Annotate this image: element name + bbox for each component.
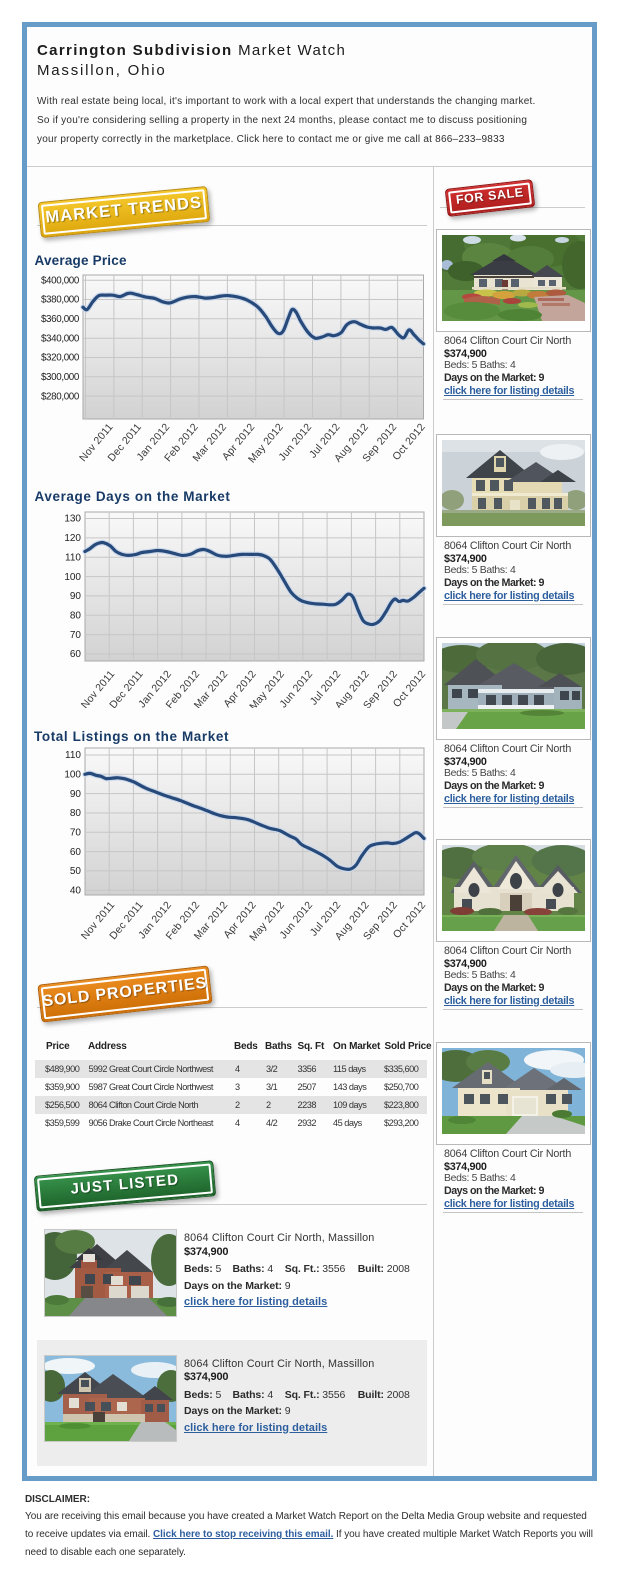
- svg-text:70: 70: [70, 630, 82, 641]
- svg-text:110: 110: [65, 750, 81, 761]
- svg-text:80: 80: [70, 611, 82, 622]
- svg-text:100: 100: [64, 770, 81, 781]
- svg-text:$340,000: $340,000: [41, 333, 80, 344]
- svg-text:90: 90: [70, 789, 82, 800]
- svg-text:40: 40: [70, 885, 82, 896]
- svg-text:70: 70: [70, 828, 82, 839]
- svg-text:120: 120: [64, 533, 81, 544]
- svg-text:110: 110: [65, 552, 81, 563]
- svg-text:90: 90: [70, 591, 82, 602]
- svg-text:$300,000: $300,000: [41, 372, 80, 383]
- svg-text:60: 60: [70, 649, 82, 660]
- svg-text:$400,000: $400,000: [41, 275, 80, 286]
- svg-text:60: 60: [70, 847, 82, 858]
- svg-text:100: 100: [64, 572, 81, 583]
- svg-text:50: 50: [70, 866, 82, 877]
- svg-text:$360,000: $360,000: [41, 314, 80, 325]
- svg-text:80: 80: [70, 808, 82, 819]
- svg-text:$320,000: $320,000: [41, 353, 80, 364]
- svg-text:$380,000: $380,000: [41, 295, 80, 306]
- svg-text:130: 130: [64, 514, 81, 525]
- svg-text:$280,000: $280,000: [41, 391, 80, 402]
